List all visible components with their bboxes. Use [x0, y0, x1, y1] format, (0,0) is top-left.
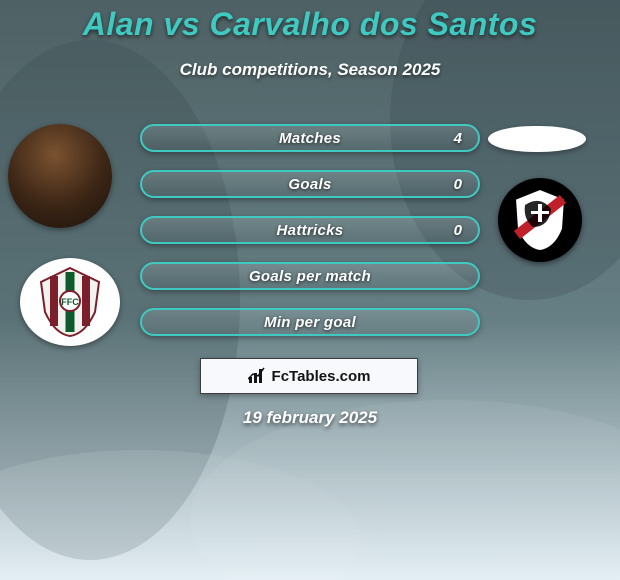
player-right-crest	[498, 178, 582, 262]
brand-box[interactable]: FcTables.com	[200, 358, 418, 394]
stat-value-right: 4	[454, 130, 462, 147]
player-right-avatar	[488, 126, 586, 152]
stat-label: Matches	[279, 130, 341, 147]
stat-bars: Matches 4 Goals 0 Hattricks 0 Goals per match M…	[140, 124, 480, 354]
comparison-card: Alan vs Carvalho dos Santos Club competi…	[0, 0, 620, 580]
subtitle: Club competitions, Season 2025	[0, 60, 620, 80]
player-left-avatar	[8, 124, 112, 228]
stat-label: Goals per match	[249, 268, 371, 285]
stat-label: Min per goal	[264, 314, 356, 331]
brand-text: FcTables.com	[272, 368, 371, 385]
stat-value-right: 0	[454, 222, 462, 239]
svg-text:FFC: FFC	[61, 297, 79, 307]
page-title: Alan vs Carvalho dos Santos	[0, 6, 620, 43]
stat-bar: Matches 4	[140, 124, 480, 152]
stat-label: Goals	[288, 176, 331, 193]
bar-chart-icon	[248, 367, 268, 385]
stat-value-right: 0	[454, 176, 462, 193]
date-text: 19 february 2025	[0, 408, 620, 428]
stat-label: Hattricks	[277, 222, 344, 239]
player-left-crest: FFC	[20, 258, 120, 346]
stat-bar: Hattricks 0	[140, 216, 480, 244]
stat-bar: Goals per match	[140, 262, 480, 290]
stat-bar: Goals 0	[140, 170, 480, 198]
stat-bar: Min per goal	[140, 308, 480, 336]
